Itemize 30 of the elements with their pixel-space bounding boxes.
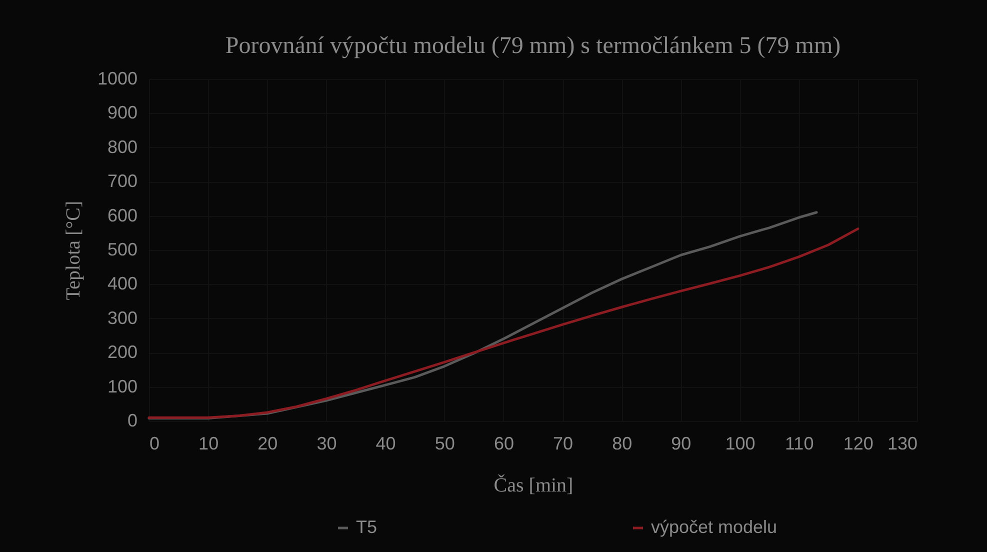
y-tick-label: 600 <box>107 205 138 226</box>
chart-title: Porovnání výpočtu modelu (79 mm) s termočlánkem 5 (79 mm) <box>225 33 841 59</box>
x-tick-label: 90 <box>671 434 692 454</box>
x-tick-label: 130 <box>887 434 918 454</box>
legend-label: výpočet modelu <box>651 517 778 537</box>
x-tick-label: 100 <box>725 434 756 454</box>
x-tick-label: 0 <box>150 434 160 454</box>
x-tick-label: 40 <box>376 434 396 454</box>
y-tick-label: 400 <box>107 274 138 294</box>
x-tick-label: 70 <box>553 434 574 454</box>
x-tick-label: 30 <box>316 434 337 454</box>
y-tick-label: 1000 <box>97 68 138 88</box>
y-tick-label: 0 <box>127 410 138 430</box>
x-tick-label: 10 <box>198 434 219 454</box>
y-tick-label: 300 <box>107 308 138 328</box>
x-tick-label: 50 <box>434 434 455 454</box>
y-tick-label: 800 <box>107 136 138 157</box>
x-tick-label: 60 <box>494 434 514 454</box>
x-tick-label: 80 <box>612 434 632 454</box>
x-tick-label: 120 <box>843 434 874 454</box>
y-tick-label: 700 <box>107 171 138 192</box>
x-tick-label: 20 <box>258 434 278 454</box>
y-axis-title: Teplota [°C] <box>62 200 84 300</box>
y-tick-label: 500 <box>107 240 138 260</box>
x-axis-title: Čas [min] <box>494 474 574 496</box>
y-tick-label: 200 <box>107 342 138 362</box>
legend-label: T5 <box>356 517 378 537</box>
y-tick-label: 100 <box>107 376 138 396</box>
y-tick-label: 900 <box>107 102 138 123</box>
x-tick-label: 110 <box>784 434 814 454</box>
